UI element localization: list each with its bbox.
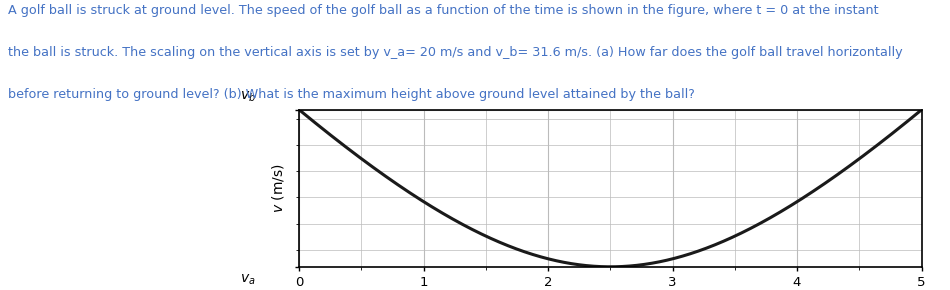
Text: $v_b$: $v_b$ [239,90,256,104]
Y-axis label: $v$ (m/s): $v$ (m/s) [270,164,286,213]
Text: $v_a$: $v_a$ [240,273,256,287]
Text: A golf ball is struck at ground level. The speed of the golf ball as a function : A golf ball is struck at ground level. T… [8,4,878,17]
Text: before returning to ground level? (b) What is the maximum height above ground le: before returning to ground level? (b) Wh… [8,88,694,102]
Text: the ball is struck. The scaling on the vertical axis is set by v_a= 20 m/s and v: the ball is struck. The scaling on the v… [8,46,902,59]
